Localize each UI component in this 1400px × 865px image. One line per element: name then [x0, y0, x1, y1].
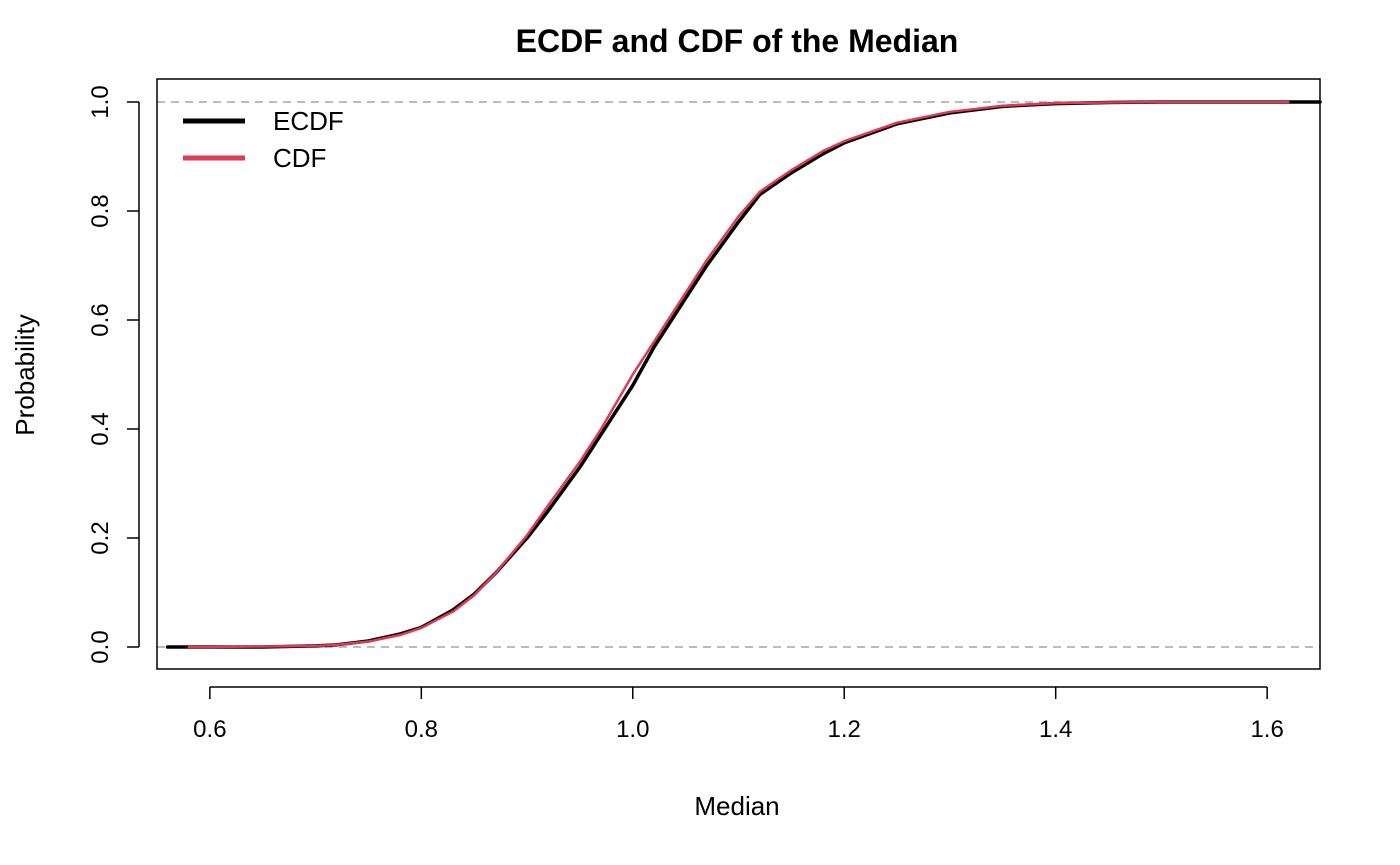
y-tick-label-3: 0.6 [87, 303, 114, 336]
x-tick-label-5: 1.6 [1250, 716, 1283, 743]
y-axis: 0.0 0.2 0.4 0.6 0.8 1.0 [87, 85, 140, 664]
chart-title: ECDF and CDF of the Median [516, 23, 959, 59]
x-axis: 0.6 0.8 1.0 1.2 1.4 1.6 [193, 686, 1284, 743]
y-axis-label: Probability [10, 314, 40, 435]
y-tick-label-1: 0.2 [87, 521, 114, 554]
legend-label-ecdf: ECDF [273, 106, 344, 136]
x-tick-label-2: 1.0 [616, 716, 649, 743]
y-tick-label-0: 0.0 [87, 630, 114, 663]
legend-label-cdf: CDF [273, 143, 326, 173]
x-tick-label-1: 0.8 [405, 716, 438, 743]
plot-frame [156, 78, 1321, 670]
reference-lines [157, 101, 1320, 648]
legend: ECDF CDF [183, 106, 344, 173]
series-line-cdf [187, 100, 1290, 649]
x-tick-label-4: 1.4 [1039, 716, 1072, 743]
y-tick-label-2: 0.4 [87, 412, 114, 445]
series-layer [165, 100, 1322, 649]
y-tick-label-4: 0.8 [87, 194, 114, 227]
x-axis-label: Median [694, 791, 779, 821]
x-tick-label-0: 0.6 [193, 716, 226, 743]
y-tick-label-5: 1.0 [87, 85, 114, 118]
x-tick-label-3: 1.2 [828, 716, 861, 743]
series-line-ecdf [165, 100, 1322, 649]
